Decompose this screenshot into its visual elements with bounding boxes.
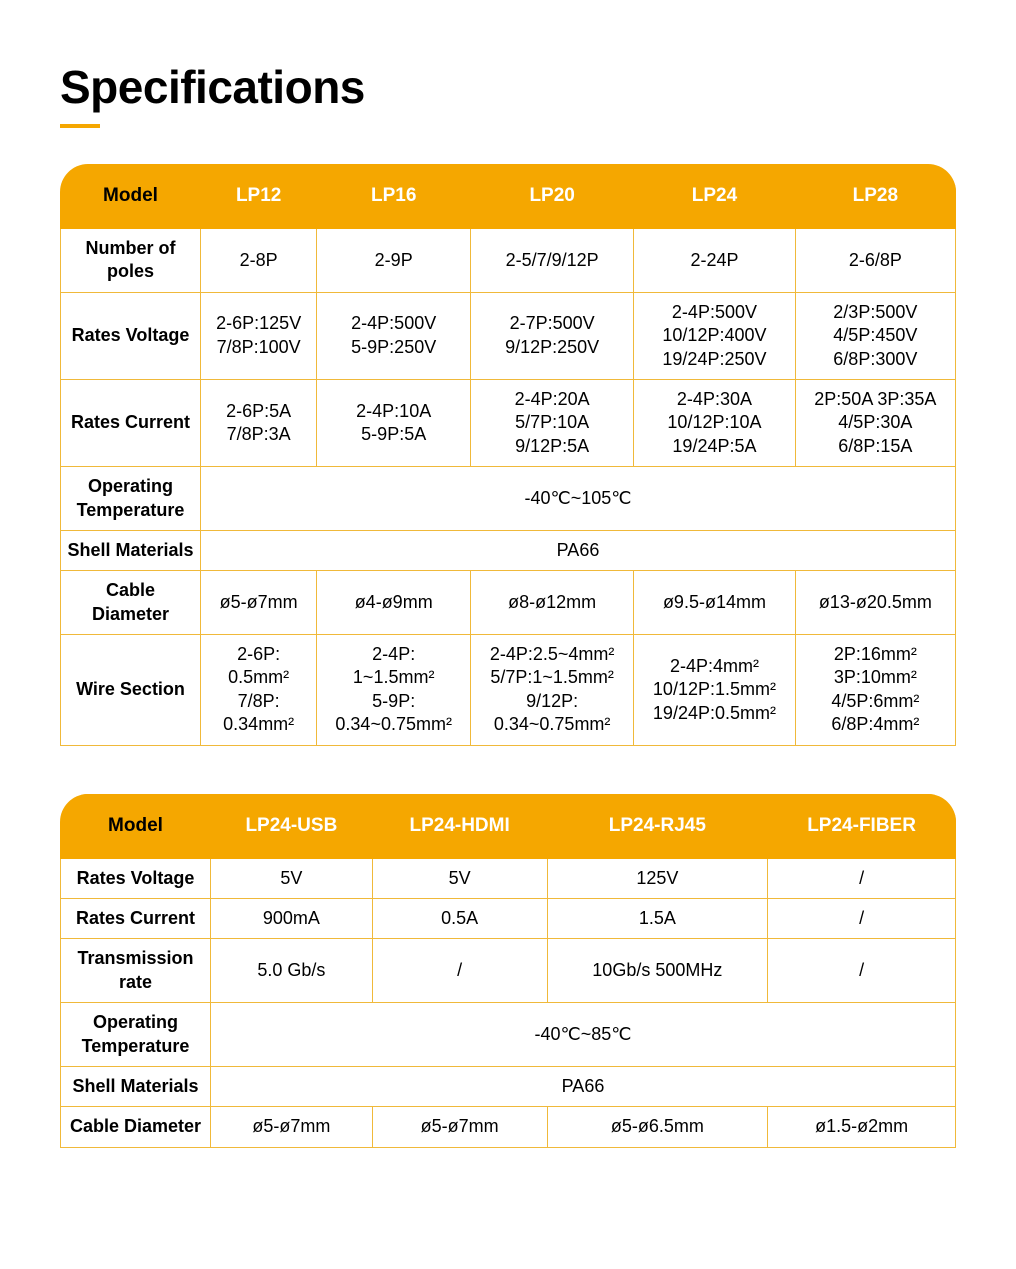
col-header: LP24-FIBER bbox=[768, 794, 956, 858]
col-header: LP12 bbox=[201, 165, 317, 229]
row-label: Operating Temperature bbox=[61, 1003, 211, 1067]
model-header: Model bbox=[61, 165, 201, 229]
cell: ø4-ø9mm bbox=[317, 571, 471, 635]
row-label: Shell Materials bbox=[61, 1066, 211, 1106]
cell: 10Gb/s 500MHz bbox=[547, 939, 768, 1003]
title-block: Specifications bbox=[60, 60, 956, 128]
cell: 1.5A bbox=[547, 899, 768, 939]
col-header: LP16 bbox=[317, 165, 471, 229]
cell-spanned: -40℃~105℃ bbox=[201, 467, 956, 531]
cell: 2-7P:500V 9/12P:250V bbox=[471, 292, 634, 379]
table-row: Shell Materials PA66 bbox=[61, 530, 956, 570]
cell: 2-4P:2.5~4mm² 5/7P:1~1.5mm² 9/12P: 0.34~… bbox=[471, 635, 634, 746]
cell: ø5-ø7mm bbox=[372, 1107, 547, 1147]
col-header: LP24 bbox=[634, 165, 795, 229]
col-header: LP28 bbox=[795, 165, 955, 229]
cell: 5V bbox=[211, 858, 373, 898]
row-label: Shell Materials bbox=[61, 530, 201, 570]
cell: 900mA bbox=[211, 899, 373, 939]
table-1-body: Number of poles 2-8P 2-9P 2-5/7/9/12P 2-… bbox=[61, 229, 956, 746]
title-underline bbox=[60, 124, 100, 128]
col-header: LP24-RJ45 bbox=[547, 794, 768, 858]
table-row: Transmission rate 5.0 Gb/s / 10Gb/s 500M… bbox=[61, 939, 956, 1003]
cell: ø8-ø12mm bbox=[471, 571, 634, 635]
cell-spanned: PA66 bbox=[201, 530, 956, 570]
cell: / bbox=[768, 899, 956, 939]
row-label: Rates Current bbox=[61, 379, 201, 466]
cell-spanned: -40℃~85℃ bbox=[211, 1003, 956, 1067]
row-label: Wire Section bbox=[61, 635, 201, 746]
cell: 2-8P bbox=[201, 229, 317, 293]
cell: 125V bbox=[547, 858, 768, 898]
col-header: LP24-USB bbox=[211, 794, 373, 858]
row-label: Number of poles bbox=[61, 229, 201, 293]
cell: ø5-ø7mm bbox=[201, 571, 317, 635]
cell: 0.5A bbox=[372, 899, 547, 939]
cell: 2P:16mm² 3P:10mm² 4/5P:6mm² 6/8P:4mm² bbox=[795, 635, 955, 746]
table-row: Rates Current 900mA 0.5A 1.5A / bbox=[61, 899, 956, 939]
row-label: Rates Voltage bbox=[61, 858, 211, 898]
cell: 2P:50A 3P:35A 4/5P:30A 6/8P:15A bbox=[795, 379, 955, 466]
page-title: Specifications bbox=[60, 60, 956, 114]
cell: ø5-ø6.5mm bbox=[547, 1107, 768, 1147]
table-row: Operating Temperature -40℃~85℃ bbox=[61, 1003, 956, 1067]
table-1-head: Model LP12 LP16 LP20 LP24 LP28 bbox=[61, 165, 956, 229]
row-label: Rates Current bbox=[61, 899, 211, 939]
table-row: Rates Voltage 2-6P:125V 7/8P:100V 2-4P:5… bbox=[61, 292, 956, 379]
cell: / bbox=[372, 939, 547, 1003]
table-row: Rates Voltage 5V 5V 125V / bbox=[61, 858, 956, 898]
cell: 2-4P:10A 5-9P:5A bbox=[317, 379, 471, 466]
spec-table-2: Model LP24-USB LP24-HDMI LP24-RJ45 LP24-… bbox=[60, 794, 956, 1148]
cell: 2-9P bbox=[317, 229, 471, 293]
table-2-head: Model LP24-USB LP24-HDMI LP24-RJ45 LP24-… bbox=[61, 794, 956, 858]
cell: 5V bbox=[372, 858, 547, 898]
row-label: Operating Temperature bbox=[61, 467, 201, 531]
col-header: LP24-HDMI bbox=[372, 794, 547, 858]
table-2-body: Rates Voltage 5V 5V 125V / Rates Current… bbox=[61, 858, 956, 1147]
row-label: Cable Diameter bbox=[61, 571, 201, 635]
cell: 2-4P:4mm² 10/12P:1.5mm² 19/24P:0.5mm² bbox=[634, 635, 795, 746]
cell: 2-4P:500V 10/12P:400V 19/24P:250V bbox=[634, 292, 795, 379]
table-row: Rates Current 2-6P:5A 7/8P:3A 2-4P:10A 5… bbox=[61, 379, 956, 466]
cell-spanned: PA66 bbox=[211, 1066, 956, 1106]
cell: 5.0 Gb/s bbox=[211, 939, 373, 1003]
cell: 2-6P:5A 7/8P:3A bbox=[201, 379, 317, 466]
table-row: Shell Materials PA66 bbox=[61, 1066, 956, 1106]
cell: ø1.5-ø2mm bbox=[768, 1107, 956, 1147]
cell: / bbox=[768, 858, 956, 898]
cell: 2-4P: 1~1.5mm² 5-9P: 0.34~0.75mm² bbox=[317, 635, 471, 746]
col-header: LP20 bbox=[471, 165, 634, 229]
cell: 2-6P:125V 7/8P:100V bbox=[201, 292, 317, 379]
row-label: Transmission rate bbox=[61, 939, 211, 1003]
model-header: Model bbox=[61, 794, 211, 858]
spec-table-1: Model LP12 LP16 LP20 LP24 LP28 Number of… bbox=[60, 164, 956, 746]
cell: 2-4P:500V 5-9P:250V bbox=[317, 292, 471, 379]
table-row: Wire Section 2-6P: 0.5mm² 7/8P: 0.34mm² … bbox=[61, 635, 956, 746]
cell: / bbox=[768, 939, 956, 1003]
cell: 2/3P:500V 4/5P:450V 6/8P:300V bbox=[795, 292, 955, 379]
cell: ø9.5-ø14mm bbox=[634, 571, 795, 635]
row-label: Rates Voltage bbox=[61, 292, 201, 379]
table-row: Operating Temperature -40℃~105℃ bbox=[61, 467, 956, 531]
table-row: Cable Diameter ø5-ø7mm ø5-ø7mm ø5-ø6.5mm… bbox=[61, 1107, 956, 1147]
cell: 2-6/8P bbox=[795, 229, 955, 293]
table-row: Cable Diameter ø5-ø7mm ø4-ø9mm ø8-ø12mm … bbox=[61, 571, 956, 635]
row-label: Cable Diameter bbox=[61, 1107, 211, 1147]
cell: 2-6P: 0.5mm² 7/8P: 0.34mm² bbox=[201, 635, 317, 746]
cell: ø5-ø7mm bbox=[211, 1107, 373, 1147]
cell: 2-5/7/9/12P bbox=[471, 229, 634, 293]
cell: 2-4P:20A 5/7P:10A 9/12P:5A bbox=[471, 379, 634, 466]
cell: 2-24P bbox=[634, 229, 795, 293]
table-row: Number of poles 2-8P 2-9P 2-5/7/9/12P 2-… bbox=[61, 229, 956, 293]
cell: 2-4P:30A 10/12P:10A 19/24P:5A bbox=[634, 379, 795, 466]
cell: ø13-ø20.5mm bbox=[795, 571, 955, 635]
